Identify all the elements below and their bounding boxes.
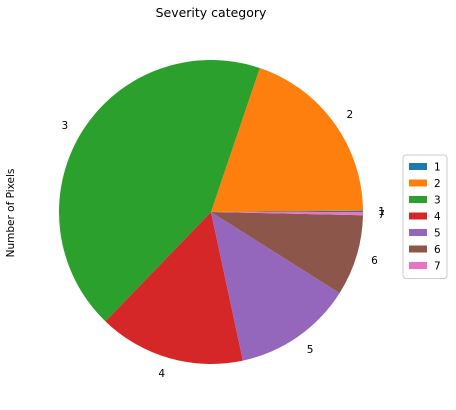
- legend-label-1: 1: [434, 162, 441, 174]
- pie-slice-7: [211, 212, 363, 216]
- legend-swatch-7: [409, 262, 427, 269]
- pie-slice-4: [105, 212, 243, 364]
- slice-label-1: 1: [378, 206, 385, 218]
- legend-swatch-6: [409, 245, 427, 253]
- pie-slice-3: [58, 60, 260, 322]
- legend-swatch-2: [409, 179, 427, 187]
- legend-swatch-5: [409, 229, 427, 236]
- slice-label-7: 7: [378, 209, 385, 221]
- pie-slice-6: [211, 212, 363, 294]
- y-axis-label: Number of Pixels: [5, 169, 17, 258]
- pie-slice-2: [211, 68, 363, 212]
- legend-label-7: 7: [434, 261, 441, 273]
- pie-slice-labels: 1 2 3 4 5 6 7: [62, 109, 385, 380]
- legend-label-5: 5: [434, 228, 441, 240]
- slice-label-2: 2: [346, 109, 353, 121]
- slice-label-6: 6: [371, 255, 378, 267]
- legend-label-2: 2: [434, 178, 441, 190]
- legend: 1 2 3 4 5 6 7: [402, 154, 448, 279]
- legend-label-3: 3: [434, 195, 441, 207]
- legend-label-6: 6: [434, 244, 441, 256]
- chart-title: Severity category: [156, 5, 267, 20]
- pie-slice-1: [211, 210, 363, 212]
- legend-swatch-4: [409, 212, 427, 220]
- slice-label-3: 3: [62, 120, 69, 132]
- slice-label-4: 4: [158, 368, 165, 380]
- slice-label-5: 5: [307, 344, 314, 356]
- legend-label-4: 4: [434, 211, 441, 223]
- pie-slice-5: [211, 212, 340, 361]
- legend-swatch-3: [409, 196, 427, 203]
- pie-slices: [58, 60, 363, 364]
- legend-swatch-1: [409, 163, 427, 170]
